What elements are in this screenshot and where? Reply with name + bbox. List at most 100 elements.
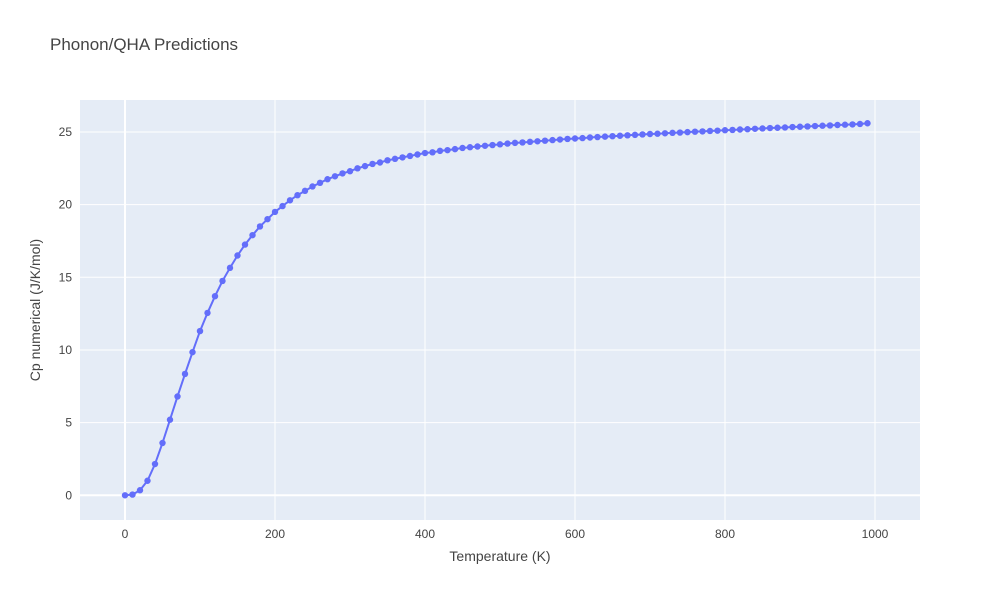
- y-tick-label: 10: [59, 343, 73, 357]
- data-point: [639, 131, 646, 138]
- data-point: [691, 128, 699, 135]
- data-point: [301, 187, 309, 195]
- data-point: [429, 149, 436, 156]
- data-point: [406, 152, 414, 160]
- data-point: [856, 120, 864, 128]
- data-point: [594, 133, 601, 141]
- data-point: [819, 122, 826, 129]
- y-tick-label: 20: [59, 198, 73, 212]
- data-point: [646, 130, 654, 138]
- data-point: [849, 121, 856, 128]
- data-point: [256, 223, 264, 230]
- data-point: [234, 252, 241, 259]
- data-point: [166, 416, 174, 423]
- data-point: [384, 157, 391, 164]
- data-point: [669, 129, 676, 137]
- data-point: [226, 264, 234, 272]
- y-tick-label: 15: [59, 270, 73, 284]
- x-tick-label: 1000: [862, 527, 889, 541]
- data-point: [144, 477, 151, 484]
- data-point: [331, 173, 339, 180]
- data-point: [579, 134, 586, 142]
- data-point: [279, 202, 286, 210]
- data-point: [744, 126, 751, 133]
- data-point: [354, 165, 361, 172]
- data-point: [324, 176, 331, 183]
- tick-layer: 0 200 400 600 800 1000 0 5 10 15 20 25: [59, 125, 889, 541]
- data-point: [804, 123, 811, 130]
- data-point: [781, 124, 789, 131]
- data-point: [481, 142, 489, 149]
- data-point: [631, 131, 639, 139]
- data-point: [136, 487, 144, 494]
- grid-layer: [80, 100, 920, 520]
- data-point: [436, 147, 444, 155]
- data-point: [511, 139, 519, 147]
- plot-area: [80, 100, 920, 520]
- data-point: [219, 277, 226, 285]
- x-tick-label: 600: [565, 527, 585, 541]
- data-point: [204, 309, 211, 317]
- data-point: [826, 122, 834, 129]
- data-point: [421, 149, 429, 157]
- data-point: [699, 128, 706, 135]
- data-point: [541, 137, 549, 144]
- data-point: [151, 460, 159, 468]
- data-point: [676, 129, 684, 136]
- data-point: [729, 126, 736, 134]
- data-point: [811, 122, 819, 130]
- x-tick-label: 0: [122, 527, 129, 541]
- data-point: [549, 136, 556, 144]
- y-tick-label: 25: [59, 125, 73, 139]
- data-point: [399, 154, 406, 161]
- data-point: [339, 170, 346, 177]
- data-point: [504, 140, 511, 147]
- data-point: [526, 138, 534, 146]
- data-point: [571, 135, 579, 142]
- data-point: [751, 125, 759, 132]
- data-point: [489, 141, 496, 149]
- data-point: [796, 123, 804, 130]
- data-point: [181, 370, 189, 378]
- data-point: [556, 136, 564, 143]
- data-point: [444, 146, 451, 154]
- data-point: [376, 159, 384, 166]
- data-point: [451, 145, 459, 153]
- data-point: [391, 155, 399, 163]
- x-tick-label: 400: [415, 527, 435, 541]
- data-point: [459, 144, 466, 152]
- data-point: [759, 125, 766, 132]
- chart-title: Phonon/QHA Predictions: [50, 35, 238, 54]
- data-point: [361, 162, 369, 170]
- series-line: [124, 122, 868, 497]
- data-point: [309, 183, 316, 190]
- data-point: [414, 151, 421, 158]
- x-tick-label: 200: [265, 527, 285, 541]
- x-tick-label: 800: [715, 527, 735, 541]
- data-point: [609, 132, 616, 140]
- data-point: [654, 130, 661, 137]
- y-tick-label: 5: [65, 416, 72, 430]
- data-point: [736, 126, 744, 133]
- data-point: [714, 127, 721, 134]
- data-point: [616, 132, 624, 139]
- data-point: [789, 123, 796, 131]
- data-point: [661, 130, 669, 137]
- data-point: [841, 121, 849, 128]
- data-point: [249, 231, 256, 239]
- data-point: [519, 139, 526, 146]
- data-point: [466, 144, 474, 151]
- data-point: [294, 191, 301, 199]
- data-point: [316, 179, 324, 187]
- data-point: [834, 121, 841, 129]
- data-point: [211, 292, 219, 300]
- data-point: [174, 393, 181, 400]
- data-point: [706, 127, 714, 135]
- data-point: [159, 439, 166, 447]
- data-point: [369, 160, 376, 168]
- data-point: [766, 124, 774, 132]
- y-axis-title: Cp numerical (J/K/mol): [27, 239, 43, 381]
- x-axis-title: Temperature (K): [449, 548, 550, 564]
- data-point: [286, 197, 294, 204]
